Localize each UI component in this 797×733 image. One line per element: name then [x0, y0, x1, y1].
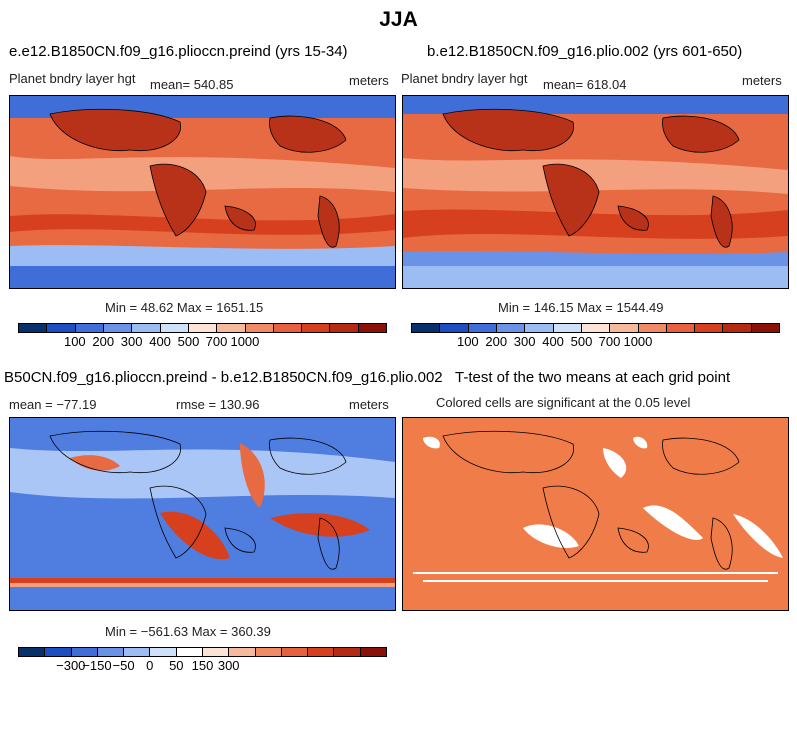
panel2-colorbar-swatch: [751, 324, 780, 332]
panel2-colorbar-tick-label: 1000: [623, 334, 653, 349]
panel3-map: [9, 417, 396, 611]
panel2-colorbar-swatch: [723, 324, 752, 332]
panel1-variable: Planet bndry layer hgt: [9, 71, 136, 86]
panel2-colorbar-swatch: [496, 324, 526, 332]
panel1-colorbar-swatch: [47, 324, 76, 332]
panel3-colorbar-swatch: [334, 648, 361, 656]
panel1-units: meters: [349, 73, 389, 88]
panel2-colorbar-swatch: [695, 324, 724, 332]
panel4-map: [402, 417, 789, 611]
panel3-colorbar: [18, 647, 387, 657]
panel1-minmax: Min = 48.62 Max = 1651.15: [105, 300, 264, 315]
panel3-colorbar-tick-label: −50: [112, 658, 135, 673]
panel2-colorbar-tick-label: 300: [513, 334, 536, 349]
panel1-colorbar-swatch: [160, 324, 189, 332]
panel3-units: meters: [349, 397, 389, 412]
panel2-colorbar-ticks: 100 200 300 400 500 700 1000: [411, 334, 780, 350]
panel1-map: [9, 95, 396, 289]
panel2-mean: mean= 618.04: [543, 77, 627, 92]
panel1-colorbar: [18, 323, 387, 333]
panel3-title: B50CN.f09_g16.plioccn.preind - b.e12.B18…: [4, 369, 443, 386]
panel3-colorbar-tick-label: 150: [191, 658, 214, 673]
panel2-colorbar-swatch: [440, 324, 469, 332]
panel2-colorbar-swatch: [638, 324, 667, 332]
panel1-colorbar-swatch: [273, 324, 303, 332]
panel1-colorbar-tick-label: 1000: [230, 334, 260, 349]
panel1-title: e.e12.B1850CN.f09_g16.plioccn.preind (yr…: [9, 43, 348, 60]
panel2-colorbar-swatch: [525, 324, 554, 332]
panel3-colorbar-swatch: [255, 648, 282, 656]
panel2-colorbar-swatch: [666, 324, 696, 332]
panel4-title: T-test of the two means at each grid poi…: [455, 369, 731, 386]
panel1-colorbar-tick-label: 700: [205, 334, 228, 349]
panel1-colorbar-tick-label: 500: [177, 334, 200, 349]
panel1-colorbar-swatch: [188, 324, 218, 332]
panel3-colorbar-swatch: [71, 648, 98, 656]
panel1-colorbar-swatch: [103, 324, 133, 332]
panel2-colorbar-tick-label: 500: [570, 334, 593, 349]
panel2-colorbar-tick-label: 100: [456, 334, 479, 349]
panel2-colorbar-tick-label: 200: [485, 334, 508, 349]
panel2-colorbar-tick-label: 400: [542, 334, 564, 349]
panel3-colorbar-swatch: [281, 648, 309, 656]
panel2-units: meters: [742, 73, 782, 88]
panel3-rmse: rmse = 130.96: [176, 397, 260, 412]
panel3-colorbar-swatch: [150, 648, 177, 656]
panel2-title: b.e12.B1850CN.f09_g16.plio.002 (yrs 601-…: [427, 43, 743, 60]
panel3-colorbar-swatch: [19, 648, 46, 656]
panel3-colorbar-swatch: [360, 648, 386, 656]
panel3-colorbar-tick-label: 300: [217, 658, 240, 673]
panel1-colorbar-swatch: [245, 324, 274, 332]
panel3-colorbar-swatch: [97, 648, 125, 656]
panel3-colorbar-swatch: [202, 648, 230, 656]
panel3-colorbar-tick-label: 50: [169, 658, 184, 673]
panel2-colorbar-swatch: [553, 324, 582, 332]
panel1-colorbar-ticks: 100 200 300 400 500 700 1000: [18, 334, 387, 350]
panel1-colorbar-tick-label: 100: [63, 334, 86, 349]
panel3-colorbar-swatch: [229, 648, 256, 656]
panel2-map: [402, 95, 789, 289]
panel1-colorbar-swatch: [330, 324, 359, 332]
panel3-minmax: Min = −561.63 Max = 360.39: [105, 624, 271, 639]
panel3-colorbar-tick-label: −150: [82, 658, 112, 673]
figure-title: JJA: [379, 8, 418, 31]
panel1-colorbar-tick-label: 200: [92, 334, 115, 349]
panel2-colorbar-swatch: [610, 324, 639, 332]
panel2-colorbar: [411, 323, 780, 333]
panel1-colorbar-tick-label: 400: [149, 334, 171, 349]
panel1-colorbar-swatch: [19, 324, 48, 332]
panel1-colorbar-swatch: [132, 324, 161, 332]
panel2-colorbar-swatch: [468, 324, 497, 332]
panel1-colorbar-swatch: [217, 324, 246, 332]
panel1-colorbar-swatch: [358, 324, 387, 332]
panel3-colorbar-swatch: [45, 648, 72, 656]
panel2-colorbar-swatch: [581, 324, 611, 332]
panel3-colorbar-swatch: [176, 648, 203, 656]
panel3-colorbar-tick-label: −300: [56, 658, 86, 673]
panel3-mean: mean = −77.19: [9, 397, 97, 412]
panel2-colorbar-tick-label: 700: [598, 334, 621, 349]
panel4-subtitle: Colored cells are significant at the 0.0…: [436, 395, 691, 410]
panel3-colorbar-swatch: [124, 648, 151, 656]
panel3-colorbar-swatch: [308, 648, 335, 656]
panel1-colorbar-swatch: [75, 324, 104, 332]
panel2-minmax: Min = 146.15 Max = 1544.49: [498, 300, 664, 315]
panel1-colorbar-swatch: [302, 324, 331, 332]
panel1-mean: mean= 540.85: [150, 77, 234, 92]
panel3-colorbar-tick-label: 0: [146, 658, 154, 673]
panel2-colorbar-swatch: [412, 324, 441, 332]
panel3-colorbar-ticks: −300 −150 −50 0 50 150 300: [18, 658, 387, 674]
panel1-colorbar-tick-label: 300: [120, 334, 143, 349]
panel2-variable: Planet bndry layer hgt: [401, 71, 528, 86]
